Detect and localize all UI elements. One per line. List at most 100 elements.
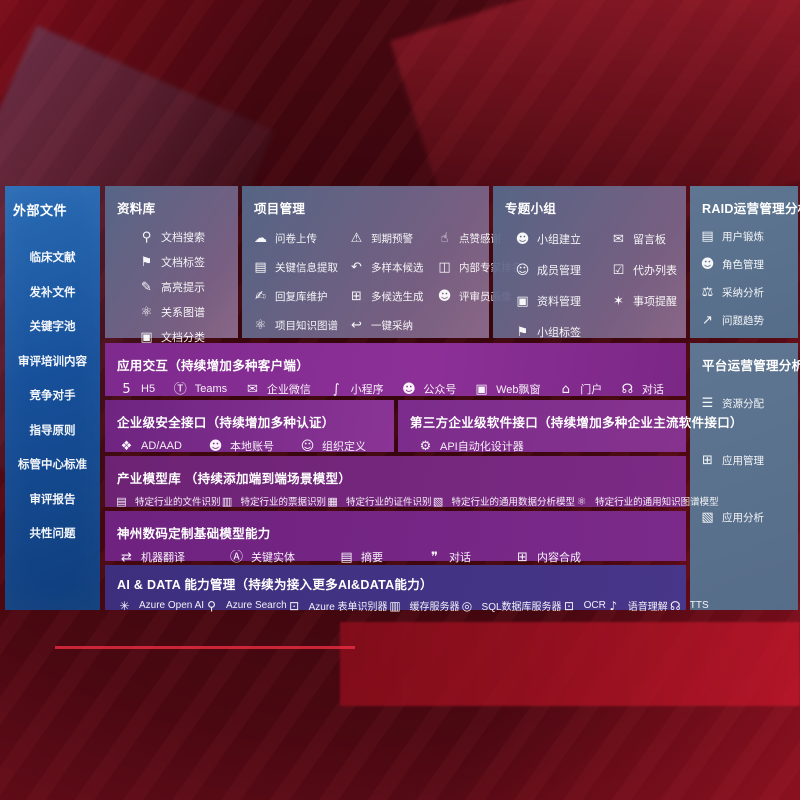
feature-item: ⊡ Azure 表单识别器 — [287, 598, 387, 614]
feature-label: 内容合成 — [537, 552, 581, 564]
feature-label: 项目知识图谱 — [275, 320, 338, 332]
panel-title: 专题小组 — [505, 202, 557, 216]
member-manage-icon: ☺ — [515, 262, 530, 278]
feature-item: 5 H5 — [119, 383, 155, 396]
group-tag-icon: ⚑ — [516, 324, 529, 340]
enterprise-security-items: ❖ AD/AAD ☻ 本地账号 ☺ 组织定义 — [105, 431, 394, 454]
feature-label: 点赞感谢 — [459, 233, 501, 245]
feature-label: AD/AAD — [141, 440, 182, 452]
external-file-item: 审评培训内容 — [18, 355, 87, 368]
local-account-icon: ☻ — [208, 438, 223, 454]
feature-label: 特定行业的证件识别 — [346, 497, 432, 508]
due-alarm-icon: ⚠ — [350, 231, 363, 246]
feature-item: ↩ 一键采纳 — [349, 318, 433, 333]
feature-label: 本地账号 — [229, 441, 274, 453]
feature-item: ▣ 文档分类 — [139, 329, 238, 345]
azure-openai-icon: ✳ — [119, 598, 130, 613]
feature-label: 应用管理 — [722, 455, 764, 467]
ad-aad-icon: ❖ — [120, 438, 133, 454]
row-title: 产业模型库 （持续添加端到端场景模型） — [117, 472, 352, 486]
feature-label: 成员管理 — [537, 265, 581, 277]
feature-label: 对话 — [641, 384, 664, 396]
feature-label: Azure Open AI — [139, 600, 205, 611]
document-tag-icon: ⚑ — [140, 254, 153, 270]
panel-title: 项目管理 — [254, 202, 306, 216]
feature-item: ▦ 特定行业的证件识别 — [326, 494, 432, 509]
panel-title: 资料库 — [117, 202, 156, 216]
thirdparty-software-items: ⚙ API自动化设计器 — [398, 431, 686, 454]
feature-label: 特定行业的文件识别 — [135, 497, 221, 508]
org-definition-icon: ☺ — [300, 438, 315, 454]
feature-item: ⌂ 门户 — [558, 381, 603, 397]
document-search-icon: ⚲ — [141, 229, 152, 245]
platform-operations-panel: 平台运营管理分析 ☰ 资源分配 ⊞ 应用管理 ▧ 应用分析 — [690, 343, 800, 610]
tts-icon: ☊ — [669, 598, 681, 613]
feature-item: ▧ 应用分析 — [700, 510, 798, 525]
teams-icon: Ⓣ — [173, 381, 187, 397]
feature-item: ∫ 小程序 — [329, 381, 384, 397]
feature-item: ☊ 对话 — [620, 381, 664, 397]
feature-label: 关系图谱 — [161, 307, 205, 319]
multi-candidate-icon: ⊞ — [351, 289, 362, 304]
feature-item: ⚑ 小组标签 — [515, 324, 603, 340]
html5-icon: 5 — [122, 381, 131, 397]
row-title: 第三方企业级软件接口（持续增加多种企业主流软件接口） — [410, 416, 743, 430]
external-file-item: 关键字池 — [29, 321, 76, 333]
api-designer-icon: ⚙ — [419, 438, 432, 454]
feature-item: ▣ 资料管理 — [515, 293, 603, 309]
feature-item: ⚛ 关系图谱 — [139, 304, 238, 320]
speech-understanding-icon: ♪ — [609, 598, 618, 613]
ocr-icon: ⊡ — [564, 598, 575, 613]
feature-item: ✉ 留言板 — [611, 231, 686, 247]
feature-item: ⇄ 机器翻译 — [119, 549, 185, 565]
external-files-list: 临床文献 发补文件 关键字池 审评培训内容 竞争对手 指导原则 标管中心标准 审… — [5, 241, 100, 552]
feature-item: ✶ 事项提醒 — [611, 293, 686, 309]
data-library-panel: 资料库 ⚲ 文档搜索 ⚑ 文档标签 ✎ 高亮提示 ⚛ — [105, 186, 238, 344]
row-title: AI & DATA 能力管理（持续为接入更多AI&DATA能力） — [117, 578, 433, 592]
feature-label: 事项提醒 — [633, 296, 677, 308]
feature-item: ☝ 点赞感谢 — [437, 231, 522, 246]
feature-item: ☑ 代办列表 — [611, 262, 686, 278]
feature-label: 小组标签 — [537, 327, 581, 339]
feature-item: ▥ 特定行业的票据识别 — [221, 494, 327, 509]
feature-item: ⚲ 文档搜索 — [139, 229, 238, 245]
ai-data-capability-row: AI & DATA 能力管理（持续为接入更多AI&DATA能力） ✳ Azure… — [105, 565, 709, 614]
feature-label: 语音理解 — [627, 602, 668, 613]
feature-label: 关键实体 — [251, 552, 295, 564]
feature-item: ✎ 高亮提示 — [139, 279, 238, 295]
foundation-model-items: ⇄ 机器翻译 Ⓐ 关键实体 ▤ 摘要 ❞ 对话 — [105, 542, 686, 565]
feature-label: TTS — [689, 600, 709, 611]
project-management-items: ☁ 问卷上传 ⚠ 到期预警 ☝ 点赞感谢 ▤ 关键信息提取 — [242, 217, 522, 333]
file-recognition-icon: ▤ — [116, 494, 127, 508]
feature-item: ▧ 特定行业的通用数据分析模型 — [432, 494, 575, 509]
adoption-analysis-icon: ⚖ — [701, 285, 714, 300]
ai-data-capability-items: ✳ Azure Open AI ⚲ Azure Search ⊡ Azure 表… — [105, 593, 708, 614]
todo-list-icon: ☑ — [612, 262, 625, 278]
form-recognizer-icon: ⊡ — [289, 598, 300, 613]
feature-item: ✍ 回复库维护 — [253, 289, 345, 304]
feature-item: ▤ 用户锻炼 — [700, 229, 798, 244]
feature-item: ⚑ 文档标签 — [139, 254, 238, 270]
sql-server-icon: ◎ — [461, 598, 473, 613]
thumbs-up-icon: ☝ — [440, 231, 449, 246]
feature-item: ☻ 小组建立 — [515, 231, 603, 247]
feature-label: Web飘窗 — [496, 384, 541, 396]
feature-item: ▤ 特定行业的文件识别 — [115, 494, 221, 509]
feature-item: ⚲ Azure Search — [204, 600, 287, 612]
web-popup-icon: ▣ — [475, 381, 488, 397]
feature-label: 特定行业的票据识别 — [240, 497, 327, 508]
user-card-icon: ▤ — [701, 229, 714, 244]
machine-translation-icon: ⇄ — [121, 549, 132, 565]
app-interaction-items: 5 H5 Ⓣ Teams ✉ 企业微信 ∫ 小程序 — [105, 374, 686, 397]
feature-label: Azure Search — [226, 600, 287, 611]
external-file-item: 临床文献 — [29, 252, 76, 264]
feature-label: 组织定义 — [321, 441, 366, 453]
feature-label: 机器翻译 — [141, 552, 185, 564]
feature-label: 回复库维护 — [275, 291, 328, 303]
data-manage-icon: ▣ — [516, 293, 529, 309]
feature-label: 高亮提示 — [161, 282, 205, 294]
data-library-items: ⚲ 文档搜索 ⚑ 文档标签 ✎ 高亮提示 ⚛ 关系图谱 — [105, 217, 238, 345]
feature-item: ⚛ 特定行业的通用知识图谱模型 — [575, 494, 719, 509]
issue-trend-icon: ↗ — [702, 313, 713, 328]
